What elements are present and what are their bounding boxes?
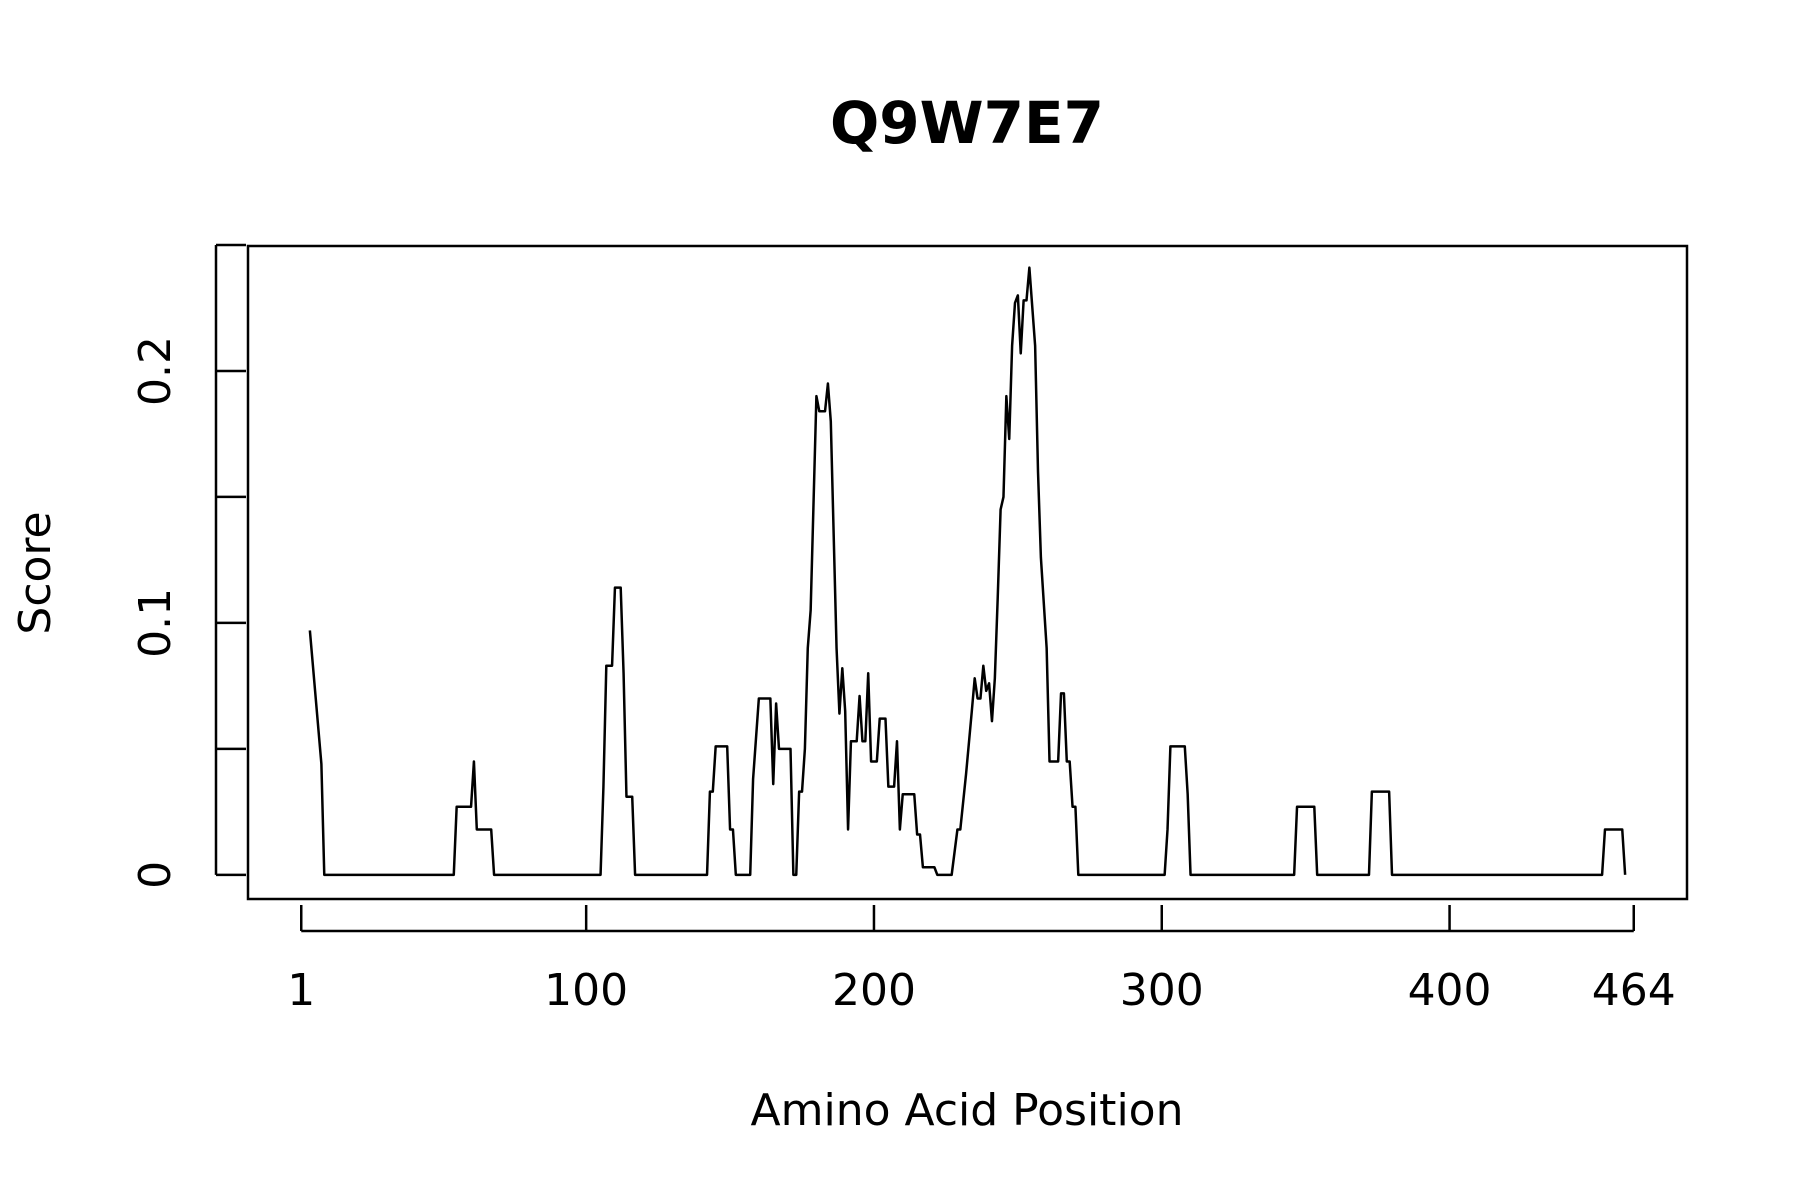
x-tick-label: 1	[287, 965, 315, 1016]
y-tick-label: 0	[130, 861, 181, 889]
data-line	[308, 266, 1627, 877]
y-tick-label: 0.1	[130, 588, 181, 658]
x-tick-label: 464	[1592, 965, 1676, 1016]
y-axis-label: Score	[10, 511, 61, 634]
x-tick-label: 100	[544, 965, 628, 1016]
chart-title: Q9W7E7	[830, 89, 1104, 157]
x-axis-label: Amino Acid Position	[751, 1085, 1184, 1136]
y-tick-label: 0.2	[130, 336, 181, 406]
x-tick-label: 200	[832, 965, 916, 1016]
plot-frame	[246, 244, 1689, 901]
x-tick-label: 400	[1408, 965, 1492, 1016]
x-tick-label: 300	[1120, 965, 1204, 1016]
